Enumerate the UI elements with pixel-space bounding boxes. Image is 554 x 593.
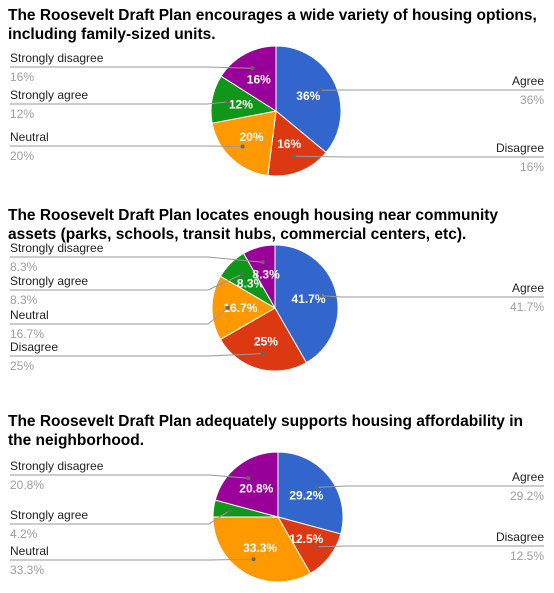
leader-dot bbox=[260, 260, 265, 265]
leader-dot bbox=[260, 351, 265, 356]
leader-dot bbox=[314, 544, 319, 549]
pie-svg: 41.7% Agree 41.7% 25% Disagree 25% 16.7% Neutra… bbox=[10, 241, 544, 373]
leader-line bbox=[293, 155, 544, 158]
slice-value-label: 20% bbox=[239, 130, 263, 144]
pie-slice-agree bbox=[274, 244, 339, 364]
legend-label: Strongly agree bbox=[10, 508, 88, 522]
legend-value: 29.2% bbox=[510, 489, 544, 503]
leader-line bbox=[10, 353, 263, 357]
slice-value-label: 29.2% bbox=[289, 488, 323, 502]
leader-dot bbox=[239, 272, 244, 277]
leader-dot bbox=[314, 485, 319, 490]
slice-value-label: 12.5% bbox=[289, 532, 323, 546]
leader-line bbox=[10, 474, 249, 479]
slice-value-label: 36% bbox=[296, 89, 320, 103]
chart-title: The Roosevelt Draft Plan encourages a wi… bbox=[8, 7, 537, 43]
leader-dot bbox=[240, 144, 245, 149]
slice-value-label: 25% bbox=[254, 335, 278, 349]
legend-value: 12.5% bbox=[510, 549, 544, 563]
slice-value-label: 20.8% bbox=[239, 482, 273, 496]
leader-line bbox=[10, 256, 263, 263]
legend-value: 20% bbox=[10, 149, 34, 163]
legend-label: Strongly disagree bbox=[10, 459, 104, 473]
pie-slice-agree bbox=[277, 451, 344, 535]
legend-label: Strongly agree bbox=[10, 88, 88, 102]
pie-slice-neutral bbox=[211, 275, 276, 341]
slice-value-label: 16% bbox=[277, 137, 301, 151]
leader-dot bbox=[251, 557, 256, 562]
pie-slice-disagree bbox=[219, 307, 308, 372]
legend-label: Agree bbox=[512, 281, 544, 295]
legend-value: 8.3% bbox=[10, 293, 38, 307]
legend-label: Strongly disagree bbox=[10, 51, 104, 65]
slice-value-label: 8.3% bbox=[252, 268, 280, 282]
leader-line bbox=[10, 101, 229, 105]
legend-value: 12% bbox=[10, 107, 34, 121]
legend-value: 16% bbox=[10, 70, 34, 84]
leader-line bbox=[316, 545, 544, 548]
leader-line bbox=[10, 307, 229, 325]
leader-dot bbox=[291, 154, 296, 159]
legend-label: Neutral bbox=[10, 308, 49, 322]
leader-line bbox=[10, 66, 253, 69]
slice-value-label: 16.7% bbox=[223, 301, 257, 315]
legend-value: 41.7% bbox=[510, 300, 544, 314]
pie-chart-housing-options: The Roosevelt Draft Plan encourages a wi… bbox=[0, 0, 554, 198]
legend-label: Agree bbox=[512, 470, 544, 484]
pie-slice-neutral bbox=[212, 516, 312, 583]
pie-svg: 29.2% Agree 29.2% 12.5% Disagree 12.5% 33.3% Ne… bbox=[10, 451, 544, 583]
pie-svg: 36% Agree 36% 16% Disagree 16% 20% Neutral 20% 12… bbox=[10, 45, 544, 177]
leader-line bbox=[10, 274, 242, 291]
legend-label: Agree bbox=[512, 74, 544, 88]
chart-title: The Roosevelt Draft Plan locates enough … bbox=[8, 207, 499, 243]
leader-dot bbox=[227, 508, 232, 513]
pie-chart-community-assets: The Roosevelt Draft Plan locates enough … bbox=[0, 198, 554, 396]
legend-value: 16.7% bbox=[10, 327, 44, 341]
slice-value-label: 12% bbox=[229, 97, 253, 111]
leader-dot bbox=[318, 88, 323, 93]
leader-line bbox=[316, 485, 544, 488]
slice-value-label: 16% bbox=[247, 73, 271, 87]
leader-dot bbox=[250, 66, 255, 71]
legend-label: Neutral bbox=[10, 130, 49, 144]
leader-line bbox=[10, 510, 230, 525]
slice-value-label: 8.3% bbox=[237, 276, 265, 290]
leader-dot bbox=[226, 99, 231, 104]
pie-slice-neutral bbox=[211, 110, 277, 177]
legend-value: 25% bbox=[10, 359, 34, 373]
chart-title: The Roosevelt Draft Plan adequately supp… bbox=[8, 413, 524, 449]
legend-label: Disagree bbox=[10, 340, 58, 354]
leader-dot bbox=[318, 293, 323, 298]
slice-value-label: 33.3% bbox=[243, 541, 277, 555]
legend-value: 16% bbox=[520, 160, 544, 174]
legend-label: Disagree bbox=[496, 141, 544, 155]
legend-value: 36% bbox=[520, 93, 544, 107]
pie-slice-strongly-disagree bbox=[220, 45, 277, 112]
legend-label: Disagree bbox=[496, 530, 544, 544]
legend-label: Strongly disagree bbox=[10, 241, 104, 255]
legend-value: 8.3% bbox=[10, 260, 38, 274]
leader-line bbox=[10, 145, 243, 147]
pie-chart-affordability: The Roosevelt Draft Plan adequately supp… bbox=[0, 396, 554, 593]
leader-dot bbox=[246, 476, 251, 481]
legend-value: 33.3% bbox=[10, 563, 44, 577]
slice-value-label: 41.7% bbox=[291, 292, 325, 306]
legend-label: Strongly agree bbox=[10, 274, 88, 288]
leader-line bbox=[320, 295, 544, 298]
legend-value: 20.8% bbox=[10, 478, 44, 492]
leader-dot bbox=[225, 305, 230, 310]
pie-slice-disagree bbox=[267, 110, 327, 177]
legend-value: 4.2% bbox=[10, 527, 38, 541]
legend-label: Neutral bbox=[10, 544, 49, 558]
pie-slice-strongly-disagree bbox=[214, 451, 279, 518]
leader-line bbox=[10, 558, 254, 561]
pie-slice-agree bbox=[275, 45, 342, 154]
